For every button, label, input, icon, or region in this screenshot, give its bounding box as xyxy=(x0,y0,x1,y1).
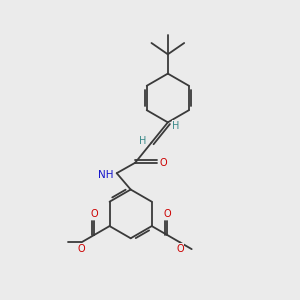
Text: O: O xyxy=(77,244,85,254)
Text: H: H xyxy=(172,121,180,131)
Text: NH: NH xyxy=(98,170,113,180)
Text: O: O xyxy=(90,209,98,219)
Text: O: O xyxy=(164,209,171,219)
Text: O: O xyxy=(159,158,167,168)
Text: H: H xyxy=(140,136,147,146)
Text: O: O xyxy=(176,244,184,254)
